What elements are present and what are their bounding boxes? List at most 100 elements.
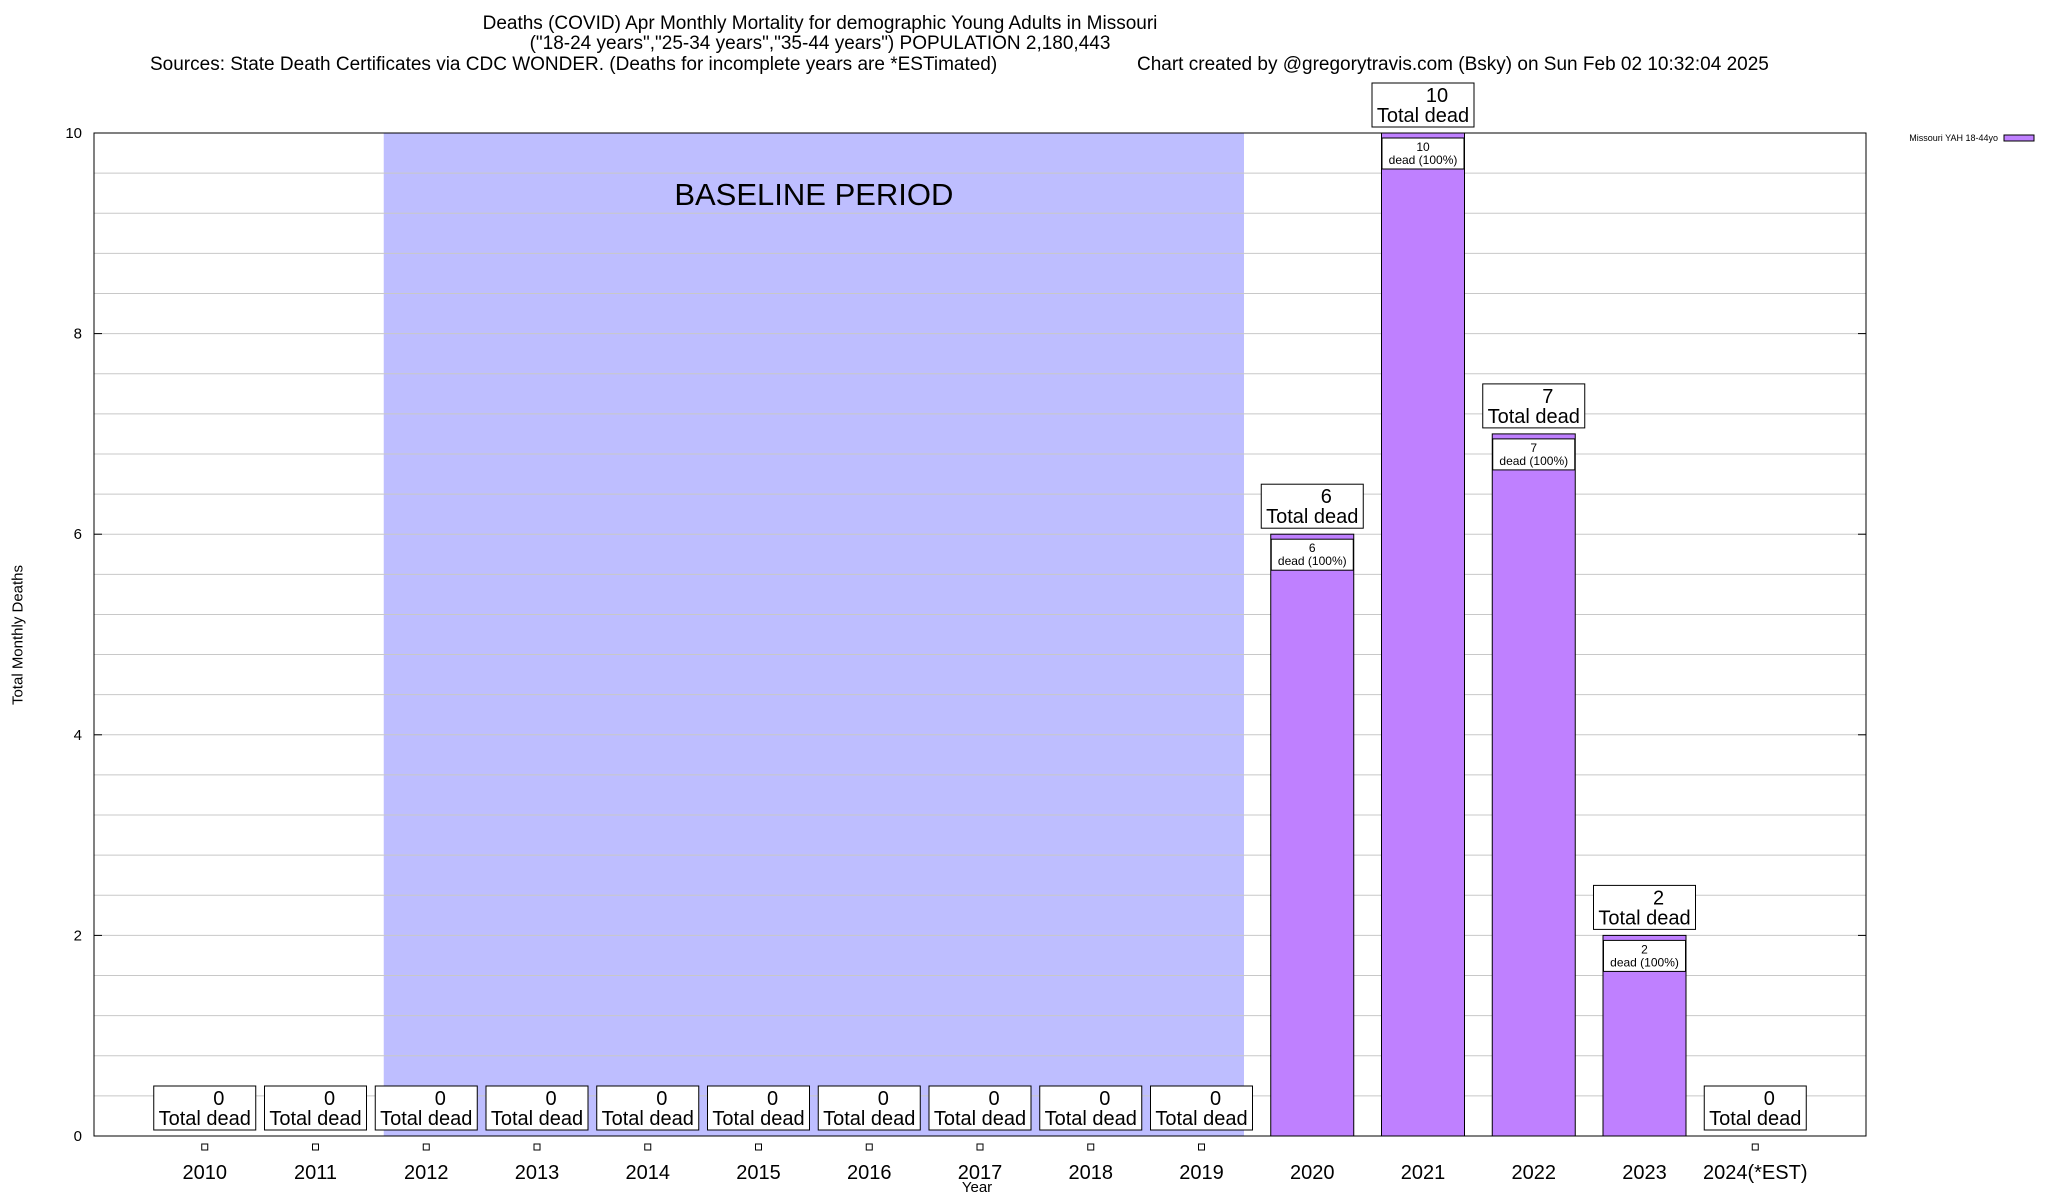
bar [1381,132,1465,1137]
total-dead-box [1039,1085,1143,1131]
total-dead-value: 0 [1764,1088,1775,1110]
total-dead-value: 2 [1653,887,1664,909]
total-dead-value: 10 [1426,85,1448,107]
x-tick-label: 2024(*EST) [1703,1162,1808,1184]
chart-subtitle: ("18-24 years","25-34 years","35-44 year… [529,33,1111,54]
total-dead-label: Total dead [269,1108,361,1130]
y-tick-label: 6 [74,526,82,543]
total-dead-value: 0 [324,1088,335,1110]
total-dead-label: Total dead [1488,406,1580,428]
total-dead-value: 0 [878,1088,889,1110]
x-tick-label: 2011 [294,1162,337,1184]
bar-zero-marker [533,1143,541,1151]
bar-inner-value: 2 [1641,942,1648,956]
x-tick-label: 2022 [1512,1162,1557,1184]
total-dead-box [1482,383,1586,429]
bar [1270,533,1355,1137]
total-dead-value: 0 [988,1088,999,1110]
bar-zero-marker [1087,1143,1095,1151]
bar-inner-value: 10 [1416,140,1430,154]
total-dead-box [817,1085,921,1131]
bar-inner-label-box [1270,538,1354,571]
total-dead-value: 0 [435,1088,446,1110]
bar-zero-marker [312,1143,319,1151]
total-dead-label: Total dead [1598,907,1690,929]
legend-swatch [2003,134,2035,142]
total-dead-box [153,1085,257,1131]
bar-inner-label-box [1603,939,1686,972]
total-dead-value: 0 [1210,1088,1221,1110]
total-dead-box [1150,1085,1253,1131]
total-dead-label: Total dead [712,1108,804,1130]
total-dead-box [264,1085,367,1131]
total-dead-value: 0 [767,1088,778,1110]
total-dead-box [1703,1085,1807,1131]
bar-zero-marker [422,1143,430,1151]
plot-frame [93,132,1867,1137]
bar-inner-value: 6 [1309,541,1316,555]
bar-inner-label: dead (100%) [1610,955,1679,969]
total-dead-label: Total dead [380,1108,472,1130]
total-dead-box [1593,884,1696,930]
x-axis-label: Year [961,1179,993,1196]
bar [1491,433,1576,1137]
x-tick-label: 2012 [404,1162,449,1184]
x-tick-label: 2020 [1290,1162,1335,1184]
x-tick-label: 2019 [1179,1162,1224,1184]
total-dead-box [707,1085,810,1131]
chart-credit: Chart created by @gregorytravis.com (Bsk… [1137,54,1769,75]
bar-inner-label: dead (100%) [1389,153,1458,167]
y-tick-label: 2 [74,927,82,944]
total-dead-value: 0 [213,1088,224,1110]
total-dead-value: 0 [656,1088,667,1110]
total-dead-label: Total dead [823,1108,915,1130]
x-tick-label: 2013 [515,1162,560,1184]
baseline-period-shade [383,133,1244,1136]
bar-zero-marker [201,1143,209,1151]
bar-zero-marker [755,1143,762,1151]
total-dead-label: Total dead [491,1108,583,1130]
baseline-period-label: BASELINE PERIOD [674,177,953,212]
x-tick-label: 2023 [1622,1162,1667,1184]
bar-zero-marker [865,1143,873,1151]
total-dead-label: Total dead [934,1108,1026,1130]
x-tick-label: 2017 [958,1162,1003,1184]
total-dead-label: Total dead [1266,506,1358,528]
total-dead-box [1260,483,1364,529]
legend-label: Missouri YAH 18-44yo [1909,133,1998,143]
y-tick-label: 4 [74,727,82,744]
x-tick-label: 2014 [626,1162,671,1184]
total-dead-label: Total dead [602,1108,694,1130]
bar-zero-marker [1751,1143,1759,1151]
total-dead-label: Total dead [1155,1108,1247,1130]
y-tick-label: 0 [74,1128,82,1145]
bar-zero-marker [976,1143,984,1151]
bar-inner-label-box [1381,137,1465,170]
bar-inner-label: dead (100%) [1499,454,1568,468]
total-dead-box [485,1085,589,1131]
bar-inner-label: dead (100%) [1278,554,1347,568]
bar-zero-marker [1198,1143,1205,1151]
total-dead-label: Total dead [1709,1108,1801,1130]
x-tick-label: 2016 [847,1162,892,1184]
total-dead-label: Total dead [1377,105,1469,127]
total-dead-value: 0 [1099,1088,1110,1110]
x-tick-label: 2010 [183,1162,228,1184]
total-dead-value: 6 [1321,486,1332,508]
total-dead-value: 7 [1542,386,1553,408]
total-dead-box [1371,82,1475,128]
bar-inner-value: 7 [1530,441,1537,455]
y-tick-label: 8 [74,326,82,343]
total-dead-box [374,1085,478,1131]
bar-inner-label-box [1492,438,1576,471]
chart-sources: Sources: State Death Certificates via CD… [150,54,998,75]
chart-title: Deaths (COVID) Apr Monthly Mortality for… [482,13,1158,34]
x-tick-label: 2018 [1069,1162,1114,1184]
total-dead-value: 0 [545,1088,556,1110]
x-tick-label: 2021 [1401,1162,1446,1184]
bar-zero-marker [644,1143,652,1151]
total-dead-box [928,1085,1032,1131]
y-tick-label: 10 [65,125,82,142]
total-dead-label: Total dead [1045,1108,1137,1130]
